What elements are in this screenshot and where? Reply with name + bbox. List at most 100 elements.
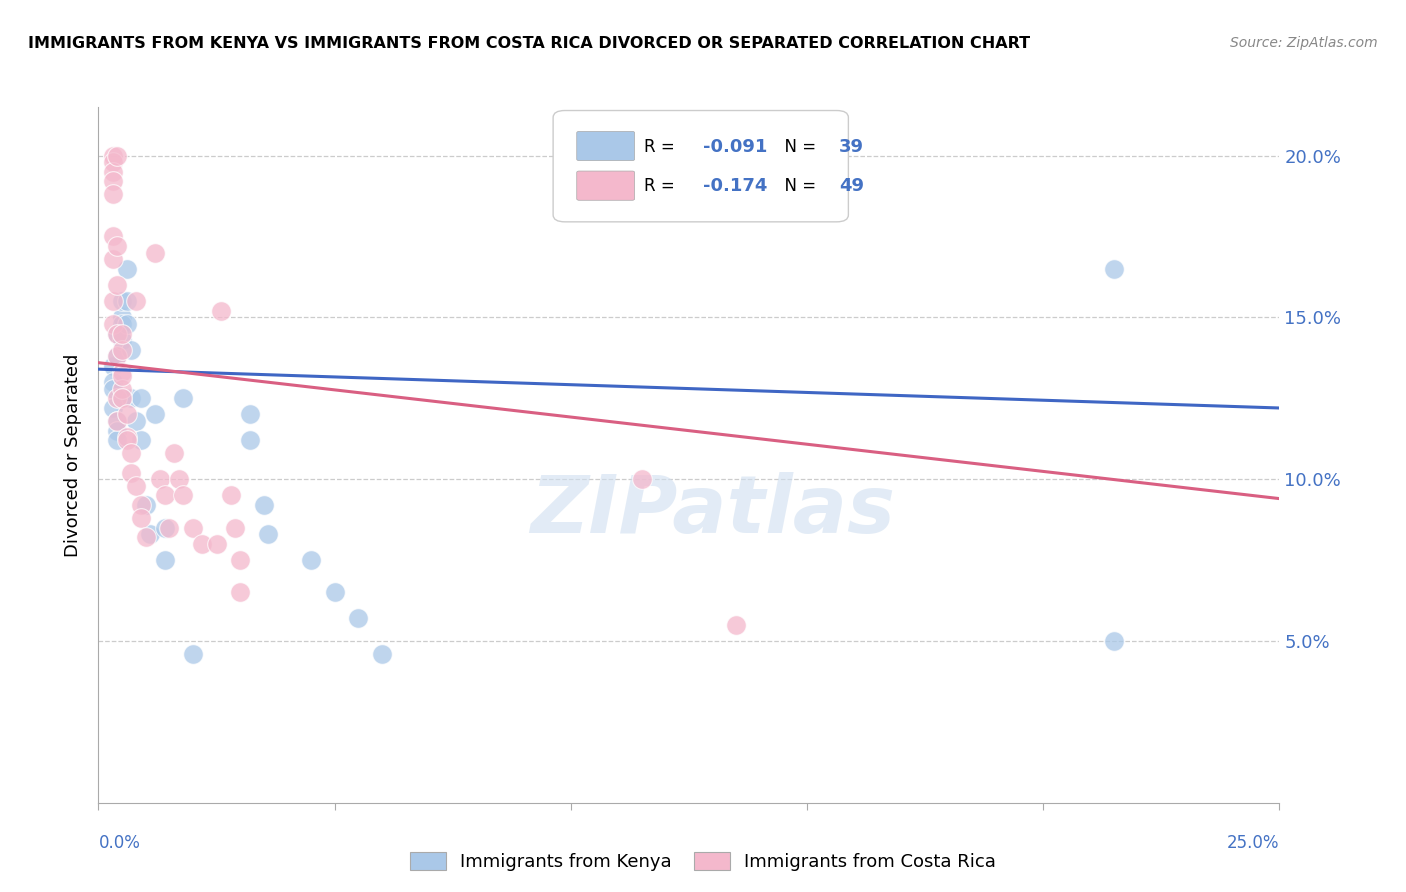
FancyBboxPatch shape (553, 111, 848, 222)
Point (121, 343, 143, 357)
Point (125, 414, 148, 428)
Point (143, 245, 166, 260)
Text: 49: 49 (839, 178, 863, 195)
Text: ZIPatlas: ZIPatlas (530, 472, 896, 549)
Point (1102, 261, 1125, 276)
Point (101, 148, 124, 162)
Point (101, 359, 124, 373)
Point (111, 317, 134, 331)
Point (253, 498, 276, 512)
Point (111, 343, 134, 357)
Legend: Immigrants from Kenya, Immigrants from Costa Rica: Immigrants from Kenya, Immigrants from C… (402, 845, 1004, 879)
Point (111, 294, 134, 309)
Point (135, 498, 157, 512)
Point (371, 647, 394, 661)
Point (115, 294, 138, 309)
Text: 25.0%: 25.0% (1227, 834, 1279, 852)
FancyBboxPatch shape (576, 131, 634, 161)
Point (101, 294, 124, 309)
Point (105, 414, 128, 428)
Point (101, 187, 124, 202)
Point (153, 488, 176, 502)
Point (129, 392, 152, 406)
Point (115, 317, 138, 331)
Point (139, 527, 162, 541)
Point (129, 498, 152, 512)
Text: 39: 39 (839, 137, 863, 156)
Point (105, 148, 128, 162)
Point (347, 611, 370, 625)
Point (153, 553, 176, 567)
Point (101, 229, 124, 244)
Point (239, 408, 262, 422)
Point (229, 585, 252, 599)
Point (257, 527, 280, 541)
Point (172, 392, 194, 406)
Point (323, 585, 346, 599)
Point (191, 537, 214, 551)
Point (105, 326, 128, 341)
Point (111, 333, 134, 347)
Point (181, 521, 204, 535)
Point (205, 537, 228, 551)
Point (105, 434, 128, 448)
Point (149, 472, 172, 486)
Point (125, 478, 148, 492)
Point (105, 424, 128, 438)
Text: IMMIGRANTS FROM KENYA VS IMMIGRANTS FROM COSTA RICA DIVORCED OR SEPARATED CORREL: IMMIGRANTS FROM KENYA VS IMMIGRANTS FROM… (28, 36, 1031, 51)
Point (115, 261, 138, 276)
Point (111, 382, 134, 396)
Point (167, 472, 190, 486)
Point (125, 294, 148, 309)
Point (105, 349, 128, 363)
Text: N =: N = (773, 178, 821, 195)
Point (101, 252, 124, 267)
Point (101, 375, 124, 389)
Point (157, 521, 180, 535)
Text: -0.091: -0.091 (703, 137, 768, 156)
Point (105, 326, 128, 341)
Point (105, 392, 128, 406)
Point (111, 368, 134, 383)
Point (101, 401, 124, 415)
Y-axis label: Divorced or Separated: Divorced or Separated (65, 353, 83, 557)
Point (115, 434, 138, 448)
Point (101, 317, 124, 331)
Point (725, 617, 748, 632)
Point (111, 392, 134, 406)
Point (129, 434, 152, 448)
Point (115, 430, 138, 444)
Point (111, 365, 134, 379)
Point (105, 278, 128, 293)
Text: R =: R = (644, 178, 681, 195)
Point (153, 521, 176, 535)
Text: R =: R = (644, 137, 681, 156)
Text: N =: N = (773, 137, 821, 156)
Point (630, 472, 652, 486)
Point (101, 382, 124, 396)
FancyBboxPatch shape (576, 171, 634, 201)
Point (229, 553, 252, 567)
Point (143, 408, 166, 422)
Point (239, 434, 262, 448)
Point (111, 310, 134, 325)
Point (129, 511, 152, 525)
Text: Source: ZipAtlas.com: Source: ZipAtlas.com (1230, 36, 1378, 50)
Point (209, 304, 232, 318)
Point (105, 414, 128, 428)
Point (172, 488, 194, 502)
Point (1102, 634, 1125, 648)
Point (111, 326, 134, 341)
Point (163, 446, 186, 460)
Point (181, 647, 204, 661)
Point (121, 466, 143, 480)
Text: 0.0%: 0.0% (98, 834, 141, 852)
Point (101, 165, 124, 179)
Point (101, 155, 124, 169)
Point (111, 392, 134, 406)
Point (219, 488, 242, 502)
Point (121, 446, 143, 460)
Point (101, 174, 124, 188)
Text: -0.174: -0.174 (703, 178, 768, 195)
Point (224, 521, 246, 535)
